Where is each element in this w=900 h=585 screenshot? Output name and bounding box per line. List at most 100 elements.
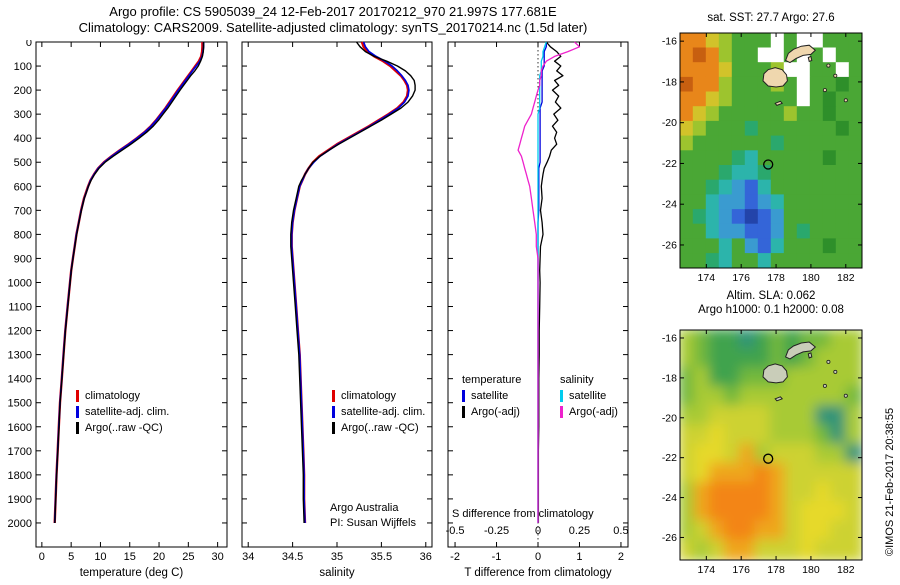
svg-text:800: 800 xyxy=(14,229,32,241)
argo-s-line-marker xyxy=(560,406,563,418)
svg-text:180: 180 xyxy=(802,272,820,284)
svg-text:900: 900 xyxy=(14,253,32,265)
legend-item: Argo(..raw -QC) xyxy=(76,420,169,436)
satellite-adj-line-marker xyxy=(76,406,79,418)
sla-map-subtitle: Argo h1000: 0.1 h2000: 0.08 xyxy=(698,304,844,316)
island-dot xyxy=(843,98,848,103)
svg-text:174: 174 xyxy=(698,564,716,576)
svg-text:0: 0 xyxy=(535,525,541,537)
sst-map: 174 176 178 180 182 -16 -18 -20 -22 -24 -26 xyxy=(662,32,863,284)
svg-text:-20: -20 xyxy=(662,117,677,129)
imos-credit: ©IMOS 21-Feb-2017 20:38:55 xyxy=(884,407,896,556)
legend-item: satellite-adj. clim. xyxy=(332,404,425,420)
svg-text:-20: -20 xyxy=(662,412,677,424)
legend-header: temperature xyxy=(462,374,522,386)
svg-text:176: 176 xyxy=(732,272,750,284)
series-line xyxy=(537,42,547,523)
island-outline xyxy=(807,352,813,359)
header-title-line2: Climatology: CARS2009. Satellite-adjuste… xyxy=(78,20,588,35)
sla-map-title: Altim. SLA: 0.062 xyxy=(726,290,816,302)
svg-text:2: 2 xyxy=(618,551,624,563)
svg-text:182: 182 xyxy=(837,272,855,284)
svg-text:-22: -22 xyxy=(662,452,677,464)
svg-text:1300: 1300 xyxy=(8,350,32,362)
island-outline xyxy=(774,100,784,107)
svg-text:S difference from climatology: S difference from climatology xyxy=(452,508,594,520)
float-position-marker xyxy=(763,453,774,464)
svg-text:30: 30 xyxy=(212,551,224,563)
island-dot xyxy=(822,88,827,93)
island-outline xyxy=(784,341,817,360)
legend-label: Argo(-adj) xyxy=(569,406,618,418)
svg-text:25: 25 xyxy=(182,551,194,563)
island-outline xyxy=(784,44,817,64)
svg-text:20: 20 xyxy=(153,551,165,563)
series-line xyxy=(537,41,564,523)
legend-label: climatology xyxy=(341,390,397,402)
svg-text:temperature (deg C): temperature (deg C) xyxy=(80,567,184,579)
svg-text:178: 178 xyxy=(767,564,785,576)
legend-label: Argo(-adj) xyxy=(471,406,520,418)
svg-text:1400: 1400 xyxy=(8,374,32,386)
svg-text:1800: 1800 xyxy=(8,470,32,482)
legend-label: Argo(..raw -QC) xyxy=(341,422,419,434)
header-title-line1: Argo profile: CS 5905039_24 12-Feb-2017 … xyxy=(109,4,557,19)
svg-text:180: 180 xyxy=(802,564,820,576)
svg-text:700: 700 xyxy=(14,205,32,217)
series-line xyxy=(53,42,204,524)
svg-text:-1: -1 xyxy=(492,551,502,563)
legend-label: satellite xyxy=(471,390,509,402)
salinity-profile-panel: 34 34.5 35 35.5 36 salinity climatology satel… xyxy=(236,40,441,585)
svg-text:1500: 1500 xyxy=(8,398,32,410)
svg-text:-0.5: -0.5 xyxy=(446,525,465,537)
legend-label: Argo(..raw -QC) xyxy=(85,422,163,434)
temperature-profile-panel: 0 5 10 15 20 25 30 0 100 200 300 400 500 600 700 800 900… xyxy=(8,40,238,585)
svg-text:-26: -26 xyxy=(662,239,677,251)
svg-text:100: 100 xyxy=(14,61,32,73)
svg-text:-16: -16 xyxy=(662,36,677,48)
svg-text:salinity: salinity xyxy=(319,567,354,579)
svg-text:174: 174 xyxy=(698,272,716,284)
climatology-line-marker xyxy=(332,390,335,402)
svg-text:T difference from climatology: T difference from climatology xyxy=(464,567,611,579)
island-dot xyxy=(826,359,831,364)
svg-text:176: 176 xyxy=(732,564,750,576)
svg-text:35: 35 xyxy=(331,551,343,563)
legend-label: satellite-adj. clim. xyxy=(85,406,170,418)
svg-text:500: 500 xyxy=(14,157,32,169)
pi-note: PI: Susan Wijffels xyxy=(330,517,416,529)
svg-text:5: 5 xyxy=(68,551,74,563)
svg-text:200: 200 xyxy=(14,85,32,97)
argo-australia-note: Argo Australia xyxy=(330,502,399,514)
svg-text:178: 178 xyxy=(767,272,785,284)
svg-text:0: 0 xyxy=(26,40,32,49)
salinity-plot: 34 34.5 35 35.5 36 salinity xyxy=(241,41,433,579)
svg-text:-18: -18 xyxy=(662,76,677,88)
svg-text:-24: -24 xyxy=(662,492,677,504)
temperature-legend: climatology satellite-adj. clim. Argo(..… xyxy=(76,388,169,436)
legend-item: satellite xyxy=(560,388,618,404)
float-position-marker xyxy=(763,159,774,170)
svg-text:10: 10 xyxy=(94,551,106,563)
satellite-t-line-marker xyxy=(462,390,465,402)
temperature-plot: 0 5 10 15 20 25 300100200300400500600700800900… xyxy=(8,40,228,579)
sla-map-panel: Altim. SLA: 0.062 Argo h1000: 0.1 h2000:… xyxy=(650,288,890,580)
svg-text:35.5: 35.5 xyxy=(371,551,392,563)
svg-text:182: 182 xyxy=(837,564,855,576)
svg-text:34: 34 xyxy=(242,551,254,563)
svg-text:-0.25: -0.25 xyxy=(484,525,509,537)
legend-item: Argo(-adj) xyxy=(560,404,618,420)
series-line xyxy=(290,41,416,524)
svg-text:1100: 1100 xyxy=(8,302,32,314)
island-outline xyxy=(807,55,813,63)
island-outline xyxy=(762,363,788,384)
svg-text:1900: 1900 xyxy=(8,494,32,506)
legend-item: satellite-adj. clim. xyxy=(76,404,169,420)
legend-item: climatology xyxy=(76,388,169,404)
island-dot xyxy=(833,73,838,78)
legend-label: climatology xyxy=(85,390,141,402)
salinity-legend: climatology satellite-adj. clim. Argo(..… xyxy=(332,388,425,436)
argo-t-line-marker xyxy=(462,406,465,418)
island-outline xyxy=(762,67,788,88)
svg-text:36: 36 xyxy=(420,551,432,563)
